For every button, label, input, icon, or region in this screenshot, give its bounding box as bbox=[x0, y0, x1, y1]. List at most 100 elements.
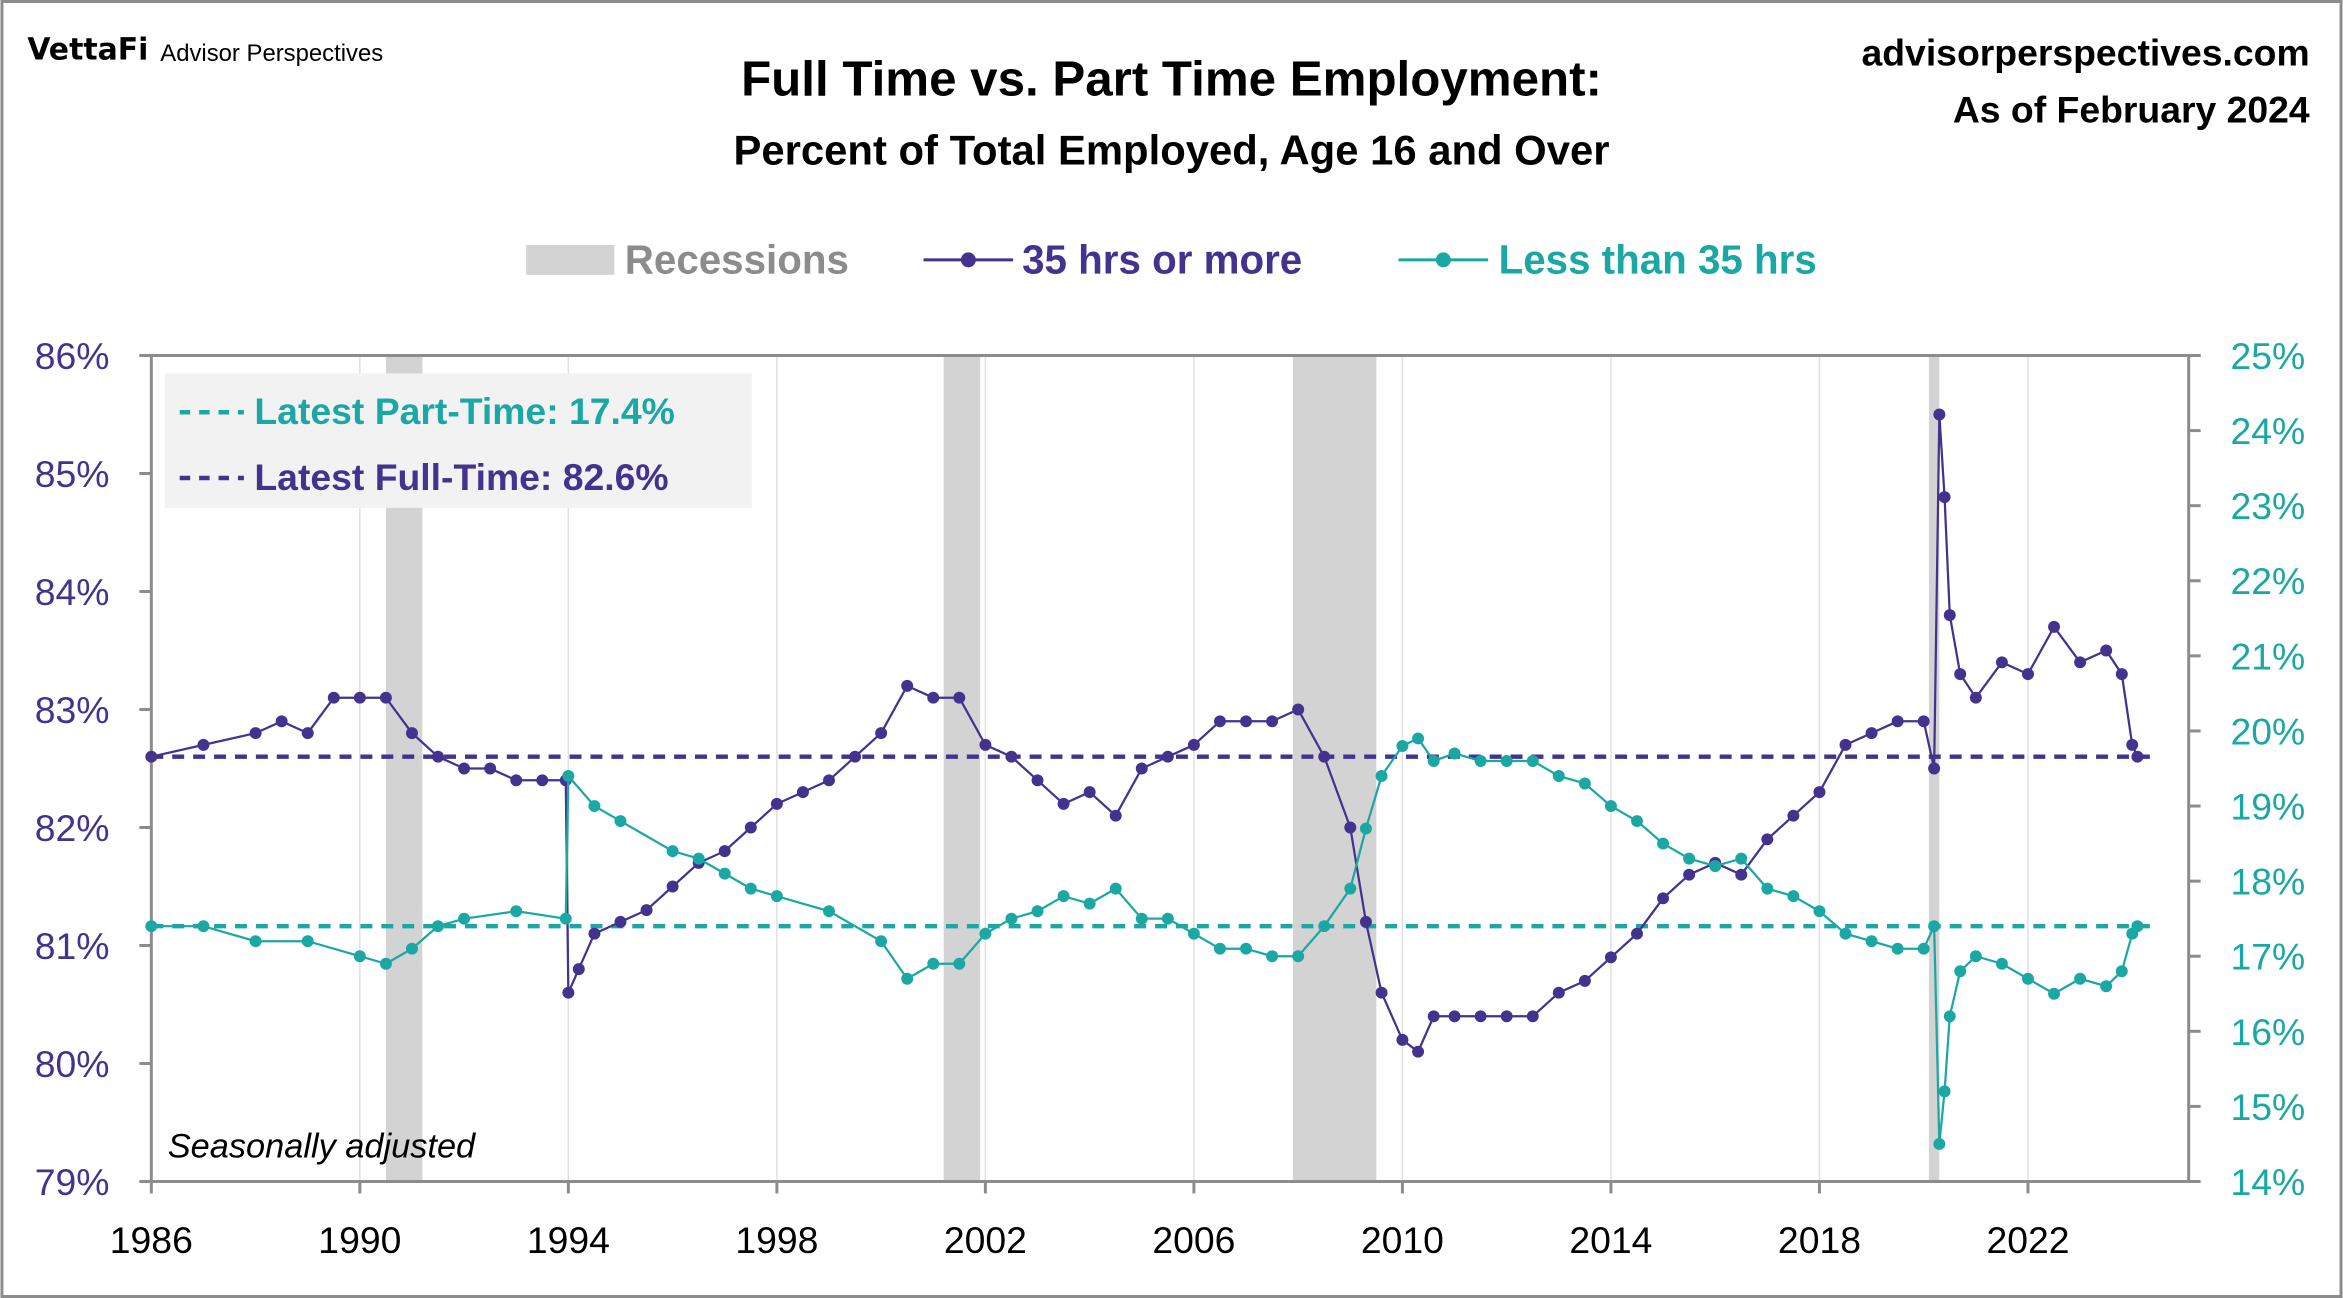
full-time-point bbox=[1657, 892, 1670, 905]
full-time-point bbox=[1604, 951, 1617, 964]
full-time-point bbox=[744, 821, 757, 834]
full-time-point bbox=[1578, 974, 1591, 987]
full-time-point bbox=[1474, 1010, 1487, 1023]
full-time-point bbox=[405, 727, 418, 740]
part-time-point bbox=[1396, 739, 1409, 752]
part-time-point bbox=[1526, 755, 1539, 767]
part-time-point bbox=[405, 942, 418, 955]
chart-title: Full Time vs. Part Time Employment: bbox=[741, 52, 1602, 107]
part-time-point bbox=[1761, 882, 1774, 895]
full-time-point bbox=[1943, 609, 1956, 622]
full-time-point bbox=[614, 915, 627, 928]
part-time-point bbox=[458, 912, 471, 925]
as-of-date: As of February 2024 bbox=[1953, 88, 2310, 130]
part-time-point bbox=[1161, 912, 1174, 925]
full-time-point bbox=[1057, 797, 1070, 810]
latest-part-time-label: Latest Part-Time: 17.4% bbox=[254, 390, 674, 432]
part-time-point bbox=[666, 845, 679, 858]
part-time-point bbox=[1917, 942, 1930, 955]
legend-part-time: Less than 35 hrs bbox=[1499, 236, 1817, 282]
latest-box-bg bbox=[164, 373, 752, 508]
y-right-tick-label: 23% bbox=[2231, 485, 2306, 527]
part-time-point bbox=[1292, 950, 1305, 963]
full-time-point bbox=[197, 738, 210, 751]
full-time-point bbox=[458, 762, 471, 775]
full-time-point bbox=[1359, 915, 1372, 928]
full-time-point bbox=[2100, 644, 2113, 657]
full-time-point bbox=[484, 762, 497, 775]
part-time-point bbox=[927, 957, 940, 970]
full-time-point bbox=[275, 715, 288, 728]
y-right-tick-label: 15% bbox=[2231, 1086, 2306, 1128]
latest-values-box: Latest Part-Time: 17.4% Latest Full-Time… bbox=[164, 373, 752, 508]
part-time-point bbox=[559, 912, 572, 925]
part-time-point bbox=[901, 972, 914, 985]
y-right-tick-label: 14% bbox=[2231, 1161, 2306, 1203]
part-time-point bbox=[1787, 890, 1800, 903]
full-time-point bbox=[1318, 750, 1331, 763]
full-time-point bbox=[1865, 727, 1878, 740]
x-tick-label: 2014 bbox=[1569, 1219, 1652, 1261]
y-right-tick-label: 25% bbox=[2231, 335, 2306, 377]
y-right-tick-label: 18% bbox=[2231, 861, 2306, 903]
y-left-tick-label: 85% bbox=[35, 453, 110, 495]
part-time-point bbox=[1604, 800, 1617, 813]
full-time-point bbox=[1969, 691, 1982, 704]
x-tick-label: 1998 bbox=[735, 1219, 818, 1261]
full-time-point bbox=[432, 750, 445, 763]
y-right-tick-label: 24% bbox=[2231, 410, 2306, 452]
full-time-point bbox=[770, 797, 783, 810]
legend-recession-swatch bbox=[526, 244, 615, 275]
y-right-tick-label: 17% bbox=[2231, 936, 2306, 978]
part-time-point bbox=[1683, 852, 1696, 865]
part-time-point bbox=[1933, 1137, 1946, 1150]
part-time-point bbox=[145, 920, 158, 933]
full-time-point bbox=[1135, 762, 1148, 775]
part-time-point bbox=[1813, 905, 1826, 918]
seasonally-adjusted-note: Seasonally adjusted bbox=[168, 1128, 476, 1166]
part-time-point bbox=[2131, 920, 2144, 933]
full-time-point bbox=[1344, 821, 1357, 834]
part-time-point bbox=[353, 950, 366, 963]
part-time-point bbox=[1213, 942, 1226, 955]
part-time-point bbox=[510, 905, 523, 918]
full-time-point bbox=[1031, 774, 1044, 787]
part-time-point bbox=[2048, 987, 2061, 1000]
full-time-point bbox=[536, 774, 549, 787]
part-time-point bbox=[2100, 980, 2113, 993]
part-time-point bbox=[823, 905, 835, 918]
full-time-point bbox=[510, 774, 523, 787]
part-time-point bbox=[379, 957, 392, 970]
full-time-point bbox=[1552, 986, 1565, 999]
full-time-point bbox=[1240, 715, 1253, 728]
x-tick-label: 2018 bbox=[1778, 1219, 1861, 1261]
part-time-point bbox=[2074, 972, 2087, 985]
y-right-tick-label: 21% bbox=[2231, 635, 2306, 677]
vettafi-logo: VettaFi bbox=[27, 33, 148, 68]
part-time-point bbox=[718, 867, 731, 880]
part-time-point bbox=[1928, 920, 1941, 933]
part-time-point bbox=[1631, 815, 1643, 828]
part-time-point bbox=[1891, 942, 1904, 955]
y-left-tick-label: 82% bbox=[35, 807, 110, 849]
full-time-point bbox=[2131, 750, 2144, 763]
full-time-point bbox=[1995, 656, 2008, 669]
full-time-point bbox=[1187, 738, 1200, 751]
full-time-point bbox=[1161, 750, 1174, 763]
x-tick-label: 2022 bbox=[1986, 1219, 2069, 1261]
part-time-point bbox=[1240, 942, 1253, 955]
part-time-point bbox=[301, 935, 314, 948]
part-time-point bbox=[692, 852, 705, 865]
full-time-point bbox=[1375, 986, 1388, 999]
full-time-point bbox=[1412, 1045, 1425, 1058]
part-time-point bbox=[1500, 755, 1513, 767]
x-tick-label: 2002 bbox=[944, 1219, 1027, 1261]
legend-recessions: Recessions bbox=[625, 236, 849, 282]
part-time-point bbox=[1318, 920, 1331, 933]
full-time-point bbox=[823, 774, 835, 787]
full-time-point bbox=[1954, 668, 1967, 681]
part-time-point bbox=[1995, 957, 2008, 970]
y-left-tick-label: 84% bbox=[35, 571, 110, 613]
full-time-point bbox=[1213, 715, 1226, 728]
